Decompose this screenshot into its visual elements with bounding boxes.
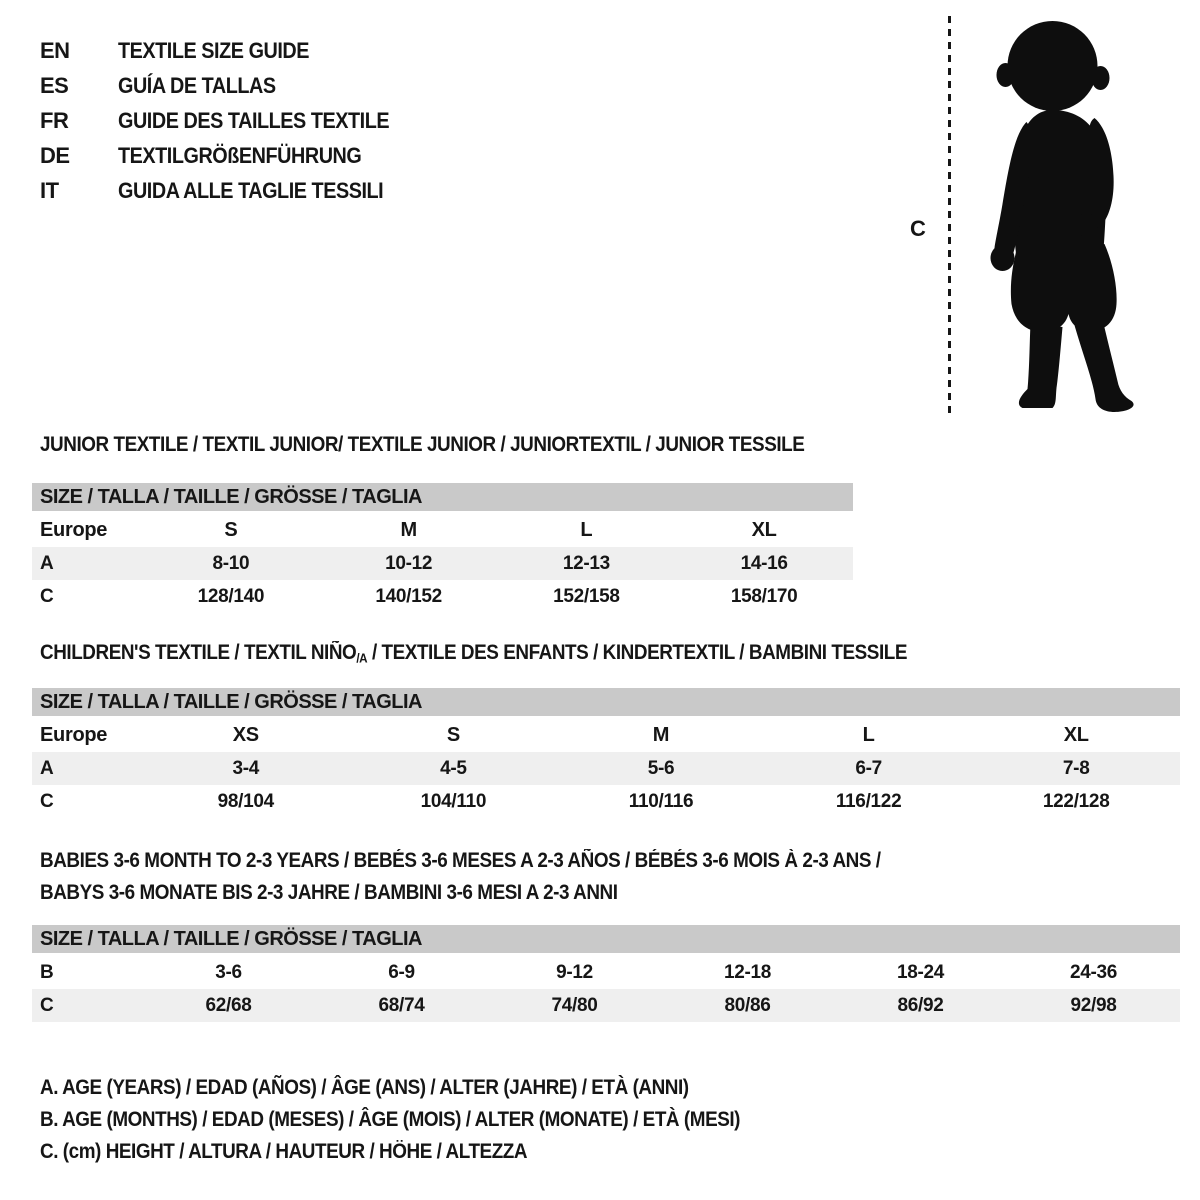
value-cell: 104/110	[420, 791, 487, 812]
table-row: B 3-6 6-9 9-12 12-18 18-24 24-36	[32, 956, 1180, 989]
value-cell: 6-7	[855, 758, 882, 779]
value-cell: 140/152	[375, 586, 442, 607]
height-measure-label: C	[910, 216, 926, 241]
lang-row-fr: FR GUIDE DES TAILLES TEXTILE	[40, 103, 419, 138]
value-cell: 14-16	[740, 553, 788, 574]
junior-size-table: SIZE / TALLA / TAILLE / GRÖSSE / TAGLIA …	[32, 483, 853, 613]
lang-row-es: ES GUÍA DE TALLAS	[40, 68, 293, 103]
babies-size-table: SIZE / TALLA / TAILLE / GRÖSSE / TAGLIA …	[32, 925, 1180, 1022]
table-row: Europe XS S M L XL	[32, 719, 1180, 752]
table-row: Europe S M L XL	[32, 514, 853, 547]
value-cell: 74/80	[551, 995, 598, 1016]
babies-section-heading-line2: BABYS 3-6 MONATE BIS 2-3 JAHRE / BAMBINI…	[40, 881, 618, 904]
value-cell: 158/170	[730, 586, 798, 607]
baby-silhouette-icon	[990, 21, 1134, 412]
value-cell: 122/128	[1042, 791, 1110, 812]
row-label: Europe	[40, 519, 108, 541]
value-cell: 3-4	[232, 758, 260, 779]
row-label: C	[40, 586, 54, 607]
value-cell: 110/116	[628, 791, 694, 812]
value-cell: 4-5	[440, 758, 467, 779]
children-size-table: SIZE / TALLA / TAILLE / GRÖSSE / TAGLIA …	[32, 688, 1180, 818]
value-cell: 7-8	[1062, 758, 1090, 779]
lang-label: GUIDE DES TAILLES TEXTILE	[118, 108, 390, 133]
size-cell: XL	[1063, 724, 1089, 746]
legend-line-a: A. AGE (YEARS) / EDAD (AÑOS) / ÂGE (ANS)…	[40, 1076, 689, 1099]
lang-code: EN	[40, 38, 70, 63]
lang-label: GUIDA ALLE TAGLIE TESSILI	[118, 178, 384, 203]
value-cell: 9-12	[556, 962, 593, 983]
value-cell: 18-24	[896, 962, 945, 983]
table-row: C 98/104 104/110 110/116 116/122 122/128	[32, 785, 1180, 818]
baby-silhouette	[963, 18, 1141, 418]
size-cell: XS	[232, 724, 259, 746]
value-cell: 92/98	[1070, 995, 1117, 1016]
heading-subscript: /A	[356, 650, 368, 666]
value-cell: 152/158	[553, 586, 620, 607]
value-cell: 86/92	[897, 995, 944, 1016]
lang-code: ES	[40, 73, 69, 98]
value-cell: 128/140	[197, 586, 265, 607]
value-cell: 116/122	[835, 791, 902, 812]
value-cell: 80/86	[724, 995, 771, 1016]
junior-section-heading: JUNIOR TEXTILE / TEXTIL JUNIOR/ TEXTILE …	[40, 433, 805, 456]
size-cell: XL	[751, 519, 777, 541]
row-label: C	[40, 791, 54, 812]
legend-line-c: C. (cm) HEIGHT / ALTURA / HAUTEUR / HÖHE…	[40, 1140, 528, 1163]
table-row: A 8-10 10-12 12-13 14-16	[32, 547, 853, 580]
value-cell: 62/68	[205, 995, 252, 1016]
children-section-heading: CHILDREN'S TEXTILE / TEXTIL NIÑO/A / TEX…	[40, 641, 908, 666]
value-cell: 10-12	[385, 553, 433, 574]
table-row: A 3-4 4-5 5-6 6-7 7-8	[32, 752, 1180, 785]
row-label: A	[40, 553, 54, 574]
value-cell: 12-18	[723, 962, 772, 983]
row-label: B	[40, 962, 54, 983]
value-cell: 12-13	[562, 553, 610, 574]
size-cell: L	[580, 519, 593, 541]
row-label: Europe	[40, 724, 108, 746]
lang-code: DE	[40, 143, 70, 168]
height-measure-dashed-line	[948, 16, 951, 416]
size-cell: M	[400, 519, 417, 541]
lang-label: GUÍA DE TALLAS	[118, 73, 276, 98]
value-cell: 98/104	[217, 791, 275, 812]
lang-row-it: IT GUIDA ALLE TAGLIE TESSILI	[40, 173, 413, 208]
value-cell: 6-9	[388, 962, 415, 983]
size-cell: S	[224, 519, 238, 541]
lang-code: FR	[40, 108, 69, 133]
size-cell: S	[446, 724, 460, 746]
table-header-bar: SIZE / TALLA / TAILLE / GRÖSSE / TAGLIA	[32, 925, 1180, 953]
table-row: C 62/68 68/74 74/80 80/86 86/92 92/98	[32, 989, 1180, 1022]
row-label: C	[40, 995, 54, 1016]
table-row: C 128/140 140/152 152/158 158/170	[32, 580, 853, 613]
row-label: A	[40, 758, 54, 779]
table-header-bar: SIZE / TALLA / TAILLE / GRÖSSE / TAGLIA	[32, 483, 853, 511]
legend-line-b: B. AGE (MONTHS) / EDAD (MESES) / ÂGE (MO…	[40, 1108, 741, 1131]
lang-row-de: DE TEXTILGRÖßENFÜHRUNG	[40, 138, 388, 173]
size-cell: M	[652, 724, 670, 746]
value-cell: 8-10	[212, 553, 250, 574]
lang-label: TEXTILE SIZE GUIDE	[118, 38, 310, 63]
value-cell: 3-6	[215, 962, 242, 983]
lang-row-en: EN TEXTILE SIZE GUIDE	[40, 33, 330, 68]
size-cell: L	[862, 724, 875, 746]
value-cell: 68/74	[378, 995, 425, 1016]
lang-label: TEXTILGRÖßENFÜHRUNG	[118, 143, 362, 168]
value-cell: 5-6	[647, 758, 675, 779]
value-cell: 24-36	[1069, 962, 1118, 983]
lang-code: IT	[40, 178, 59, 203]
table-header-bar: SIZE / TALLA / TAILLE / GRÖSSE / TAGLIA	[32, 688, 1180, 716]
babies-section-heading-line1: BABIES 3-6 MONTH TO 2-3 YEARS / BEBÉS 3-…	[40, 849, 881, 872]
